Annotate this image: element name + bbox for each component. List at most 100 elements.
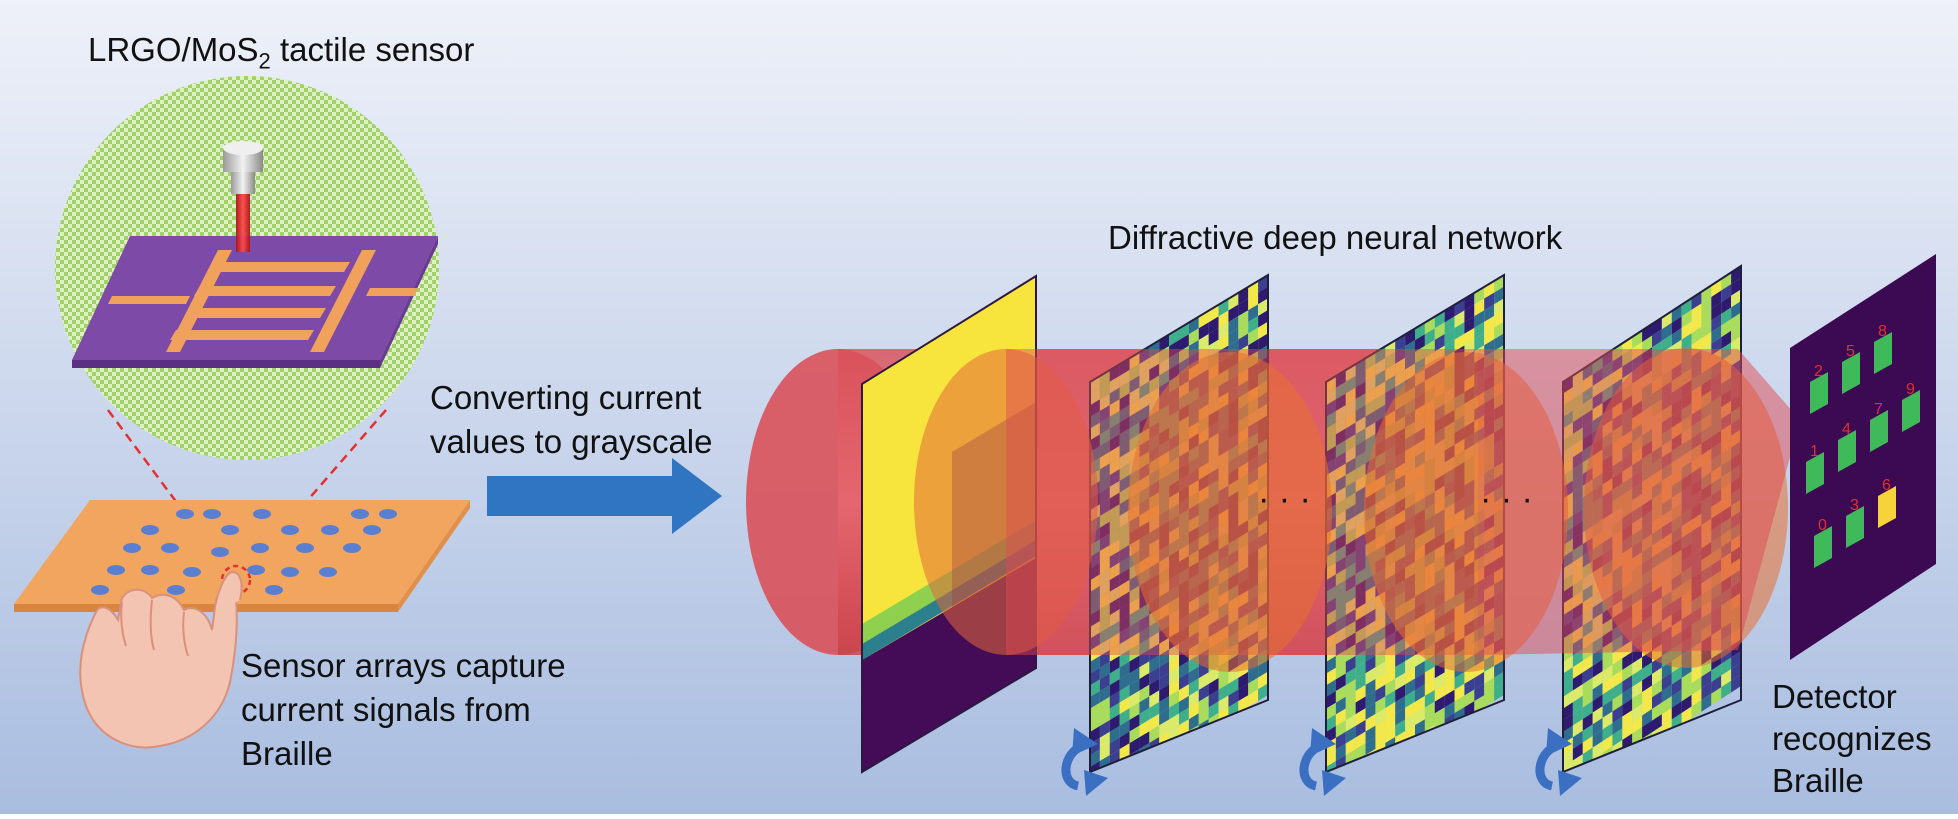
mask-pixel	[1248, 327, 1259, 346]
mask-pixel	[1385, 340, 1396, 358]
mask-pixel	[1326, 749, 1336, 767]
mask-pixel	[1612, 670, 1623, 689]
mask-pixel	[1681, 671, 1692, 690]
mask-pixel	[1335, 556, 1346, 575]
mask-pixel	[1149, 363, 1160, 382]
mask-pixel	[1159, 707, 1170, 726]
mask-pixel	[1652, 317, 1662, 336]
mask-pixel	[1345, 690, 1356, 709]
mask-pixel	[1572, 684, 1583, 703]
mask-pixel	[1415, 345, 1425, 364]
mask-pixel	[1405, 363, 1415, 382]
mask-pixel	[1375, 381, 1386, 399]
mask-pixel	[1345, 644, 1356, 662]
mask-pixel	[1661, 707, 1672, 726]
mask-pixel	[1345, 422, 1356, 441]
network-title: Diffractive deep neural network	[1108, 219, 1563, 256]
sensor-zoom-callout	[55, 76, 439, 578]
mask-pixel	[1149, 678, 1160, 697]
mask-pixel	[1395, 357, 1406, 376]
mask-pixel	[1395, 661, 1406, 679]
mask-pixel	[1169, 713, 1179, 732]
detector-cell	[1874, 332, 1892, 374]
mask-pixel	[1424, 339, 1435, 358]
mask-pixel	[1731, 674, 1741, 693]
mask-pixel	[1474, 321, 1485, 340]
mask-pixel	[1119, 649, 1130, 668]
mask-pixel	[1129, 690, 1140, 709]
mask-pixel	[1345, 434, 1356, 452]
mask-pixel	[1721, 284, 1732, 303]
mask-pixel	[1434, 695, 1445, 714]
mask-pixel	[1345, 609, 1356, 627]
mask-pixel	[1326, 562, 1336, 581]
mask-pixel	[1345, 737, 1356, 756]
mask-pixel	[1355, 521, 1366, 540]
mask-pixel	[1090, 737, 1100, 756]
mask-pixel	[1169, 678, 1179, 697]
mask-pixel	[1355, 719, 1366, 738]
mask-pixel	[1335, 708, 1346, 727]
mask-pixel	[1119, 486, 1130, 505]
mask-pixel	[1248, 677, 1259, 696]
mask-pixel	[1109, 515, 1120, 534]
mask-pixel	[1375, 626, 1386, 644]
detector-cell	[1870, 410, 1888, 452]
mask-pixel	[1258, 345, 1268, 363]
mask-pixel	[1335, 533, 1346, 552]
mask-pixel	[1355, 533, 1366, 551]
mask-pixel	[1129, 597, 1140, 615]
mask-pixel	[1129, 433, 1140, 452]
mask-pixel	[1434, 310, 1445, 329]
mask-pixel	[1622, 651, 1633, 670]
mask-pixel	[1464, 689, 1475, 708]
mask-pixel	[1405, 655, 1415, 673]
mask-pixel	[1691, 303, 1702, 322]
mask-pixel	[1454, 310, 1465, 329]
mask-pixel	[1355, 369, 1366, 388]
mask-pixel	[1119, 626, 1130, 645]
mask-pixel	[1109, 434, 1120, 452]
mask-pixel	[1248, 339, 1259, 357]
sensor-title-suffix: tactile sensor	[270, 31, 475, 68]
mask-pixel	[1258, 275, 1268, 293]
mask-pixel	[1228, 304, 1239, 323]
mask-pixel	[1355, 556, 1366, 575]
mask-pixel	[1326, 714, 1336, 732]
detector-digit-label: 5	[1846, 343, 1855, 360]
mask-pixel	[1385, 725, 1396, 743]
mask-pixel	[1090, 749, 1100, 767]
mask-pixel	[1099, 440, 1110, 458]
mask-pixel	[1642, 324, 1652, 343]
mask-pixel	[1179, 345, 1189, 364]
mask-pixel	[1365, 678, 1376, 697]
mask-pixel	[1335, 370, 1346, 388]
mask-pixel	[1494, 298, 1504, 316]
mask-pixel	[1258, 671, 1268, 690]
mask-pixel	[1563, 655, 1573, 674]
mask-pixel	[1218, 322, 1229, 340]
mask-pixel	[1109, 422, 1120, 441]
mask-pixel	[1109, 655, 1120, 674]
mask-pixel	[1109, 679, 1120, 697]
mask-pixel	[1454, 298, 1465, 317]
mask-pixel	[1711, 302, 1722, 321]
mask-pixel	[1395, 369, 1406, 388]
mask-pixel	[1099, 685, 1110, 703]
mask-pixel	[1139, 603, 1150, 621]
mask-pixel	[1444, 701, 1455, 719]
mask-pixel	[1326, 632, 1336, 651]
mask-pixel	[1129, 387, 1140, 405]
mask-pixel	[1228, 677, 1239, 696]
mask-pixel	[1129, 608, 1140, 627]
mask-pixel	[1691, 315, 1702, 334]
mask-pixel	[1248, 315, 1259, 334]
mask-pixel	[1345, 469, 1356, 487]
mask-pixel	[1119, 451, 1130, 470]
mask-pixel	[1326, 691, 1336, 709]
mask-pixel	[1109, 667, 1120, 686]
mask-pixel	[1238, 310, 1249, 328]
mask-pixel	[1139, 684, 1150, 703]
mask-pixel	[1099, 498, 1110, 517]
